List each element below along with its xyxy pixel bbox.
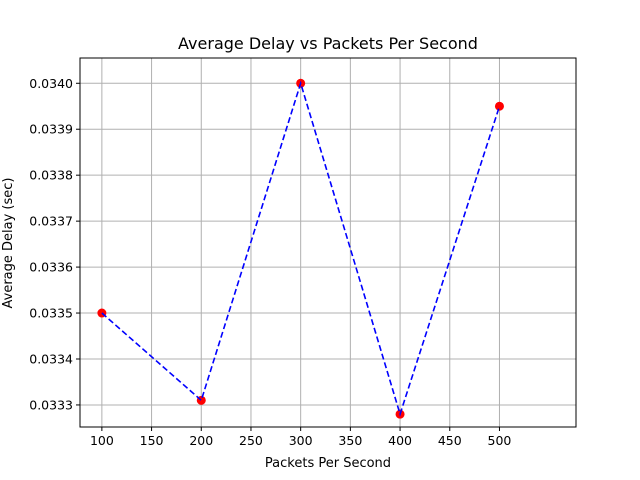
x-tick-label: 250 <box>239 433 263 448</box>
y-tick-label: 0.0340 <box>29 76 73 91</box>
chart-title: Average Delay vs Packets Per Second <box>178 34 478 53</box>
x-tick-label: 100 <box>90 433 114 448</box>
y-tick-label: 0.0337 <box>29 214 73 229</box>
x-tick-label: 150 <box>140 433 164 448</box>
x-tick-label: 350 <box>338 433 362 448</box>
data-point <box>494 101 504 111</box>
y-tick-label: 0.0338 <box>29 168 73 183</box>
y-axis-label: Average Delay (sec) <box>1 178 16 309</box>
y-tick-label: 0.0339 <box>29 122 73 137</box>
x-tick-label: 500 <box>488 433 512 448</box>
x-tick-label: 200 <box>189 433 213 448</box>
x-tick-label: 300 <box>289 433 313 448</box>
x-tick-label: 450 <box>438 433 462 448</box>
y-tick-label: 0.0334 <box>29 351 73 366</box>
y-ticks: 0.0333 0.0334 0.0335 0.0336 0.0337 0.0338 0.03… <box>29 76 80 412</box>
series-line <box>101 80 501 417</box>
x-tick-label: 400 <box>388 433 412 448</box>
x-ticks: 100 150 200 250 300 350 400 450 500 <box>90 427 512 448</box>
plot-frame <box>79 57 577 428</box>
y-tick-label: 0.0335 <box>29 306 73 321</box>
series-layer <box>97 78 504 419</box>
y-tick-label: 0.0333 <box>29 397 73 412</box>
x-axis-label: Packets Per Second <box>265 456 391 471</box>
grid-layer <box>80 58 576 427</box>
y-tick-label: 0.0336 <box>29 260 73 275</box>
